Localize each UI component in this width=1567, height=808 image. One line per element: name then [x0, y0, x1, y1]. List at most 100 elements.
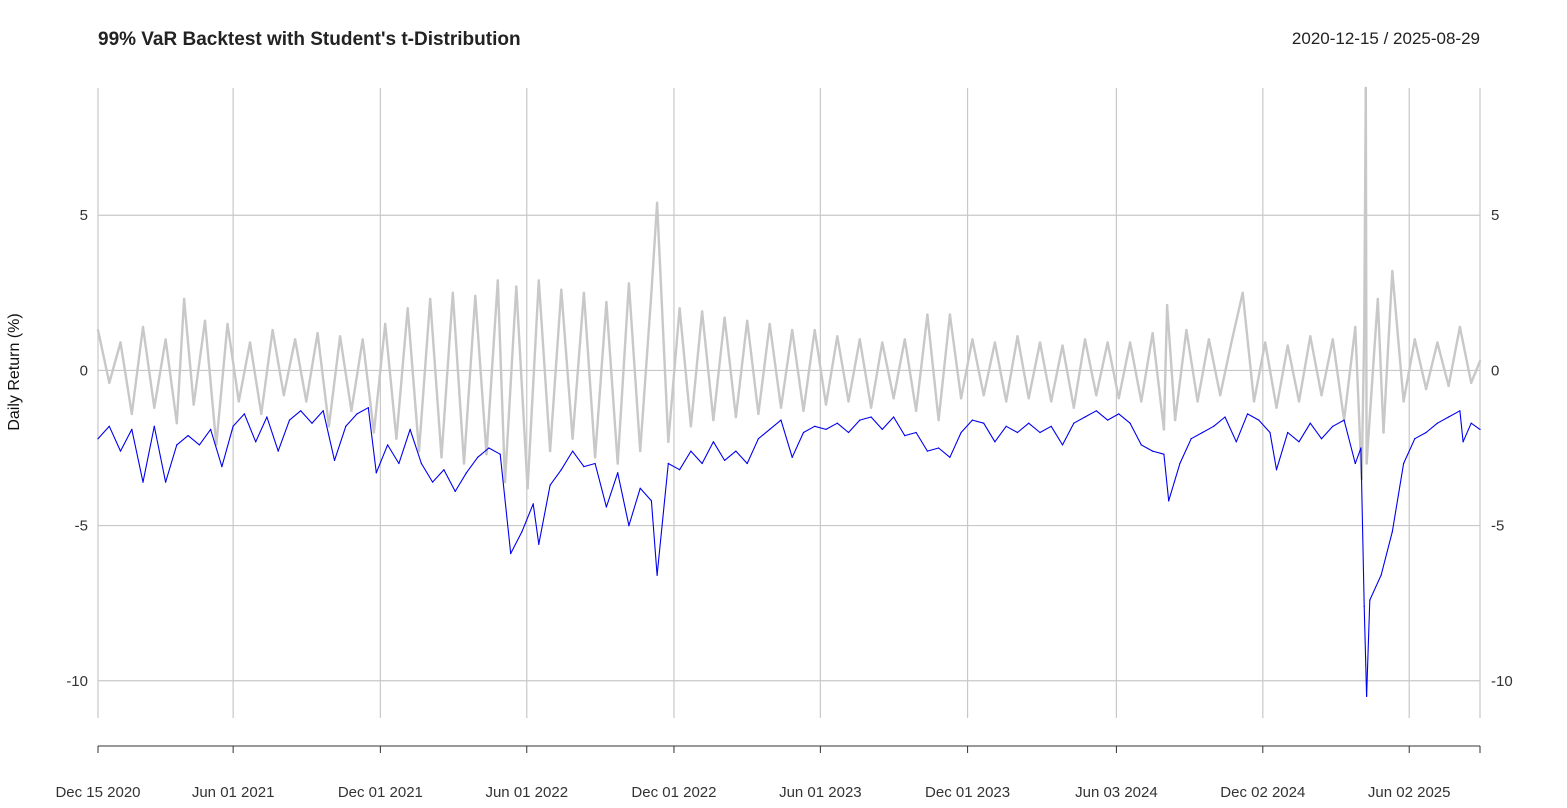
x-tick-label: Jun 01 2021: [192, 784, 275, 801]
var99-point: [1258, 419, 1260, 421]
returns-segment: [959, 338, 974, 400]
var99-segment: [1246, 413, 1260, 421]
returns-segment: [1360, 332, 1366, 481]
var99-point: [142, 481, 144, 483]
returns-point: [960, 397, 962, 399]
x-tick-label: Dec 02 2024: [1220, 784, 1305, 801]
returns-segment: [813, 328, 828, 406]
var99-segment: [915, 431, 928, 452]
var99-segment: [656, 462, 669, 576]
returns-segment: [1117, 341, 1132, 400]
var99-point: [443, 469, 445, 471]
var99-segment: [757, 428, 771, 440]
var99-segment: [1224, 416, 1237, 443]
var99-point: [375, 472, 377, 474]
var99-point: [409, 428, 411, 430]
returns-point: [1242, 292, 1244, 294]
returns-point: [904, 338, 906, 340]
returns-segment: [605, 300, 619, 465]
var99-segment: [277, 419, 291, 452]
var99-point: [97, 438, 99, 440]
returns-point: [260, 413, 262, 415]
var99-segment: [1354, 447, 1362, 465]
var99-point: [232, 425, 234, 427]
var99-point: [488, 447, 490, 449]
returns-segment: [496, 279, 507, 484]
returns-point: [949, 314, 951, 316]
returns-segment: [1095, 341, 1109, 397]
var99-point: [176, 444, 178, 446]
returns-segment: [305, 332, 319, 403]
returns-segment: [779, 328, 794, 409]
var99-point: [345, 425, 347, 427]
var99-point: [277, 450, 279, 452]
returns-point: [1264, 341, 1266, 344]
var99-segment: [221, 425, 234, 468]
var99-point: [1269, 431, 1271, 434]
var99-segment: [650, 500, 658, 576]
returns-segment: [1140, 332, 1154, 403]
var99-point: [656, 574, 658, 576]
returns-point: [165, 338, 167, 340]
returns-point: [1298, 400, 1300, 402]
var99-segment: [1269, 431, 1278, 471]
returns-segment: [1469, 359, 1482, 384]
returns-segment: [655, 201, 670, 443]
var99-segment: [847, 419, 861, 434]
returns-point: [485, 453, 488, 455]
var99-point: [1061, 444, 1064, 446]
var99-point: [1028, 422, 1030, 424]
var99-segment: [639, 487, 652, 502]
var99-point: [1201, 431, 1204, 434]
var99-point: [1275, 469, 1278, 471]
var99-point: [1448, 416, 1450, 418]
returns-point: [1354, 326, 1356, 328]
returns-segment: [700, 310, 715, 422]
var99-segment: [791, 431, 805, 458]
date-range-label: 2020-12-15 / 2025-08-29: [1292, 29, 1480, 48]
var99-segment: [780, 419, 793, 458]
var99-point: [605, 506, 608, 508]
var99-segment: [1235, 413, 1249, 443]
returns-point: [1365, 87, 1367, 89]
returns-segment: [892, 338, 906, 400]
returns-point: [1219, 394, 1221, 396]
returns-segment: [971, 338, 985, 397]
returns-segment: [734, 319, 749, 419]
returns-segment: [616, 282, 631, 465]
returns-segment: [858, 338, 873, 409]
var99-point: [1366, 695, 1368, 697]
returns-point: [1061, 345, 1064, 347]
returns-segment: [293, 338, 308, 403]
var99-segment: [97, 425, 110, 440]
returns-segment: [1424, 341, 1439, 391]
returns-segment: [903, 338, 918, 412]
var99-segment: [769, 419, 782, 430]
var99-segment: [1201, 425, 1215, 434]
var99-point: [454, 490, 456, 492]
var99-point: [300, 410, 302, 412]
var99-segment: [926, 447, 940, 452]
returns-segment: [689, 310, 704, 428]
returns-point: [497, 279, 499, 281]
var99-point: [1129, 422, 1131, 424]
var99-segment: [605, 472, 619, 508]
var99-segment: [1028, 422, 1041, 434]
returns-point: [283, 394, 285, 396]
returns-segment: [1005, 335, 1019, 403]
var99-point: [926, 450, 929, 452]
var99-point: [1403, 462, 1405, 465]
returns-point: [1470, 382, 1472, 384]
y-tick-label-left: 5: [80, 207, 88, 224]
var99-segment: [198, 428, 212, 446]
var99-segment: [1403, 438, 1416, 465]
returns-segment: [474, 294, 488, 456]
var99-point: [1459, 410, 1461, 412]
var99-segment: [904, 431, 917, 437]
returns-point: [583, 292, 585, 294]
var99-segment: [108, 425, 122, 452]
returns-point: [549, 450, 551, 452]
var99-segment: [131, 428, 144, 483]
var99-segment: [1118, 413, 1131, 424]
returns-segment: [1382, 269, 1394, 434]
